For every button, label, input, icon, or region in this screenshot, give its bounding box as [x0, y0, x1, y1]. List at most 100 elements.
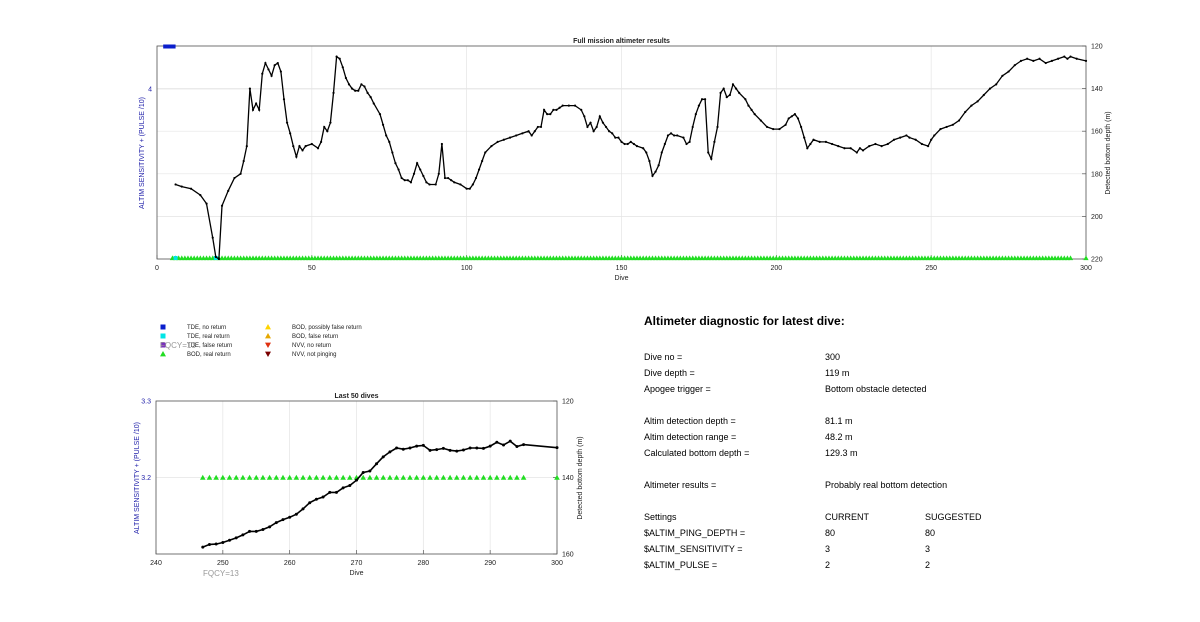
bottom-depth-point: [228, 538, 232, 542]
bottom-depth-point: [899, 136, 902, 139]
bottom-depth-point: [301, 507, 305, 511]
bottom-depth-point: [490, 145, 493, 148]
x-tick-label: 250: [925, 265, 937, 272]
bottom-depth-point: [632, 142, 635, 146]
bottom-depth-point: [533, 130, 536, 133]
bottom-depth-point: [995, 83, 998, 86]
bottom-depth-point: [586, 125, 589, 129]
x-axis-label: Dive: [349, 570, 363, 577]
bod-real-marker: [413, 474, 420, 480]
settings-suggested: 3: [925, 544, 931, 554]
bottom-depth-point: [261, 72, 264, 75]
bottom-depth-point: [400, 176, 403, 180]
bottom-depth-point: [335, 55, 338, 58]
settings-header: Settings CURRENT SUGGESTED: [644, 512, 1164, 524]
bottom-depth-point: [214, 542, 218, 546]
bottom-depth-point: [468, 187, 471, 190]
bottom-depth-point: [824, 140, 827, 143]
bottom-depth-point: [595, 125, 598, 129]
bod-real-marker: [460, 474, 467, 480]
bottom-depth-point: [214, 255, 217, 258]
bottom-depth-point: [465, 187, 468, 190]
bottom-depth-point: [233, 176, 236, 180]
bod-real-marker: [487, 474, 493, 480]
bod-real-marker: [333, 474, 340, 480]
y-right-tick-label: 160: [562, 552, 574, 559]
bottom-depth-point: [502, 443, 506, 447]
bottom-depth-point: [976, 100, 979, 103]
bottom-depth-point: [697, 104, 701, 107]
bottom-depth-point: [388, 450, 392, 454]
bottom-depth-point: [654, 170, 657, 173]
bottom-depth-point: [673, 134, 676, 137]
bottom-depth-point: [1084, 59, 1088, 63]
bod-real-marker: [467, 474, 473, 480]
bottom-depth-point: [874, 142, 877, 146]
diag-row-detection-range: Altim detection range = 48.2 m: [644, 432, 1164, 444]
bottom-depth-point: [663, 142, 666, 146]
bottom-depth-point: [608, 130, 611, 133]
bottom-depth-point: [970, 104, 973, 107]
bottom-depth-point: [982, 93, 985, 97]
bottom-depth-point: [288, 515, 292, 519]
x-tick-label: 260: [284, 560, 296, 567]
x-tick-label: 290: [484, 560, 496, 567]
legend-square-marker: [160, 324, 166, 330]
bottom-depth-point: [273, 64, 276, 67]
bottom-depth-point: [1026, 57, 1029, 60]
bottom-depth-point: [508, 439, 512, 443]
bottom-depth-point: [933, 134, 936, 137]
bottom-depth-point: [744, 98, 747, 101]
bottom-depth-point: [320, 140, 323, 143]
y-right-tick-label: 180: [1091, 171, 1103, 178]
bottom-depth-point: [830, 142, 834, 146]
bottom-depth-point: [598, 115, 601, 118]
bottom-depth-point: [837, 145, 840, 148]
bottom-depth-point: [719, 91, 722, 94]
bottom-depth-point: [268, 525, 272, 529]
bottom-depth-point: [592, 130, 595, 133]
bottom-depth-point: [488, 444, 492, 448]
legend-triangle-marker: [160, 351, 166, 357]
bottom-depth-point: [261, 528, 265, 532]
bottom-depth-point: [527, 130, 530, 133]
bottom-depth-point: [434, 183, 437, 186]
x-tick-label: 100: [461, 265, 473, 272]
y-right-tick-label: 140: [562, 475, 574, 482]
bottom-depth-point: [886, 142, 889, 146]
bottom-depth-point: [409, 181, 413, 184]
x-tick-label: 280: [417, 560, 429, 567]
bod-real-marker: [380, 474, 387, 480]
settings-row-sensitivity: $ALTIM_SENSITIVITY = 3 3: [644, 544, 1164, 556]
bod-real-marker: [280, 474, 286, 480]
bod-real-marker: [293, 474, 300, 480]
legend-label: BOD, real return: [187, 352, 231, 358]
fqcy-label: FQCY=13: [203, 569, 239, 578]
bod-real-marker: [340, 474, 346, 480]
bottom-depth-point: [295, 155, 298, 158]
bottom-depth-point: [341, 486, 345, 490]
bottom-depth-point: [310, 142, 313, 146]
bottom-depth-point: [793, 113, 797, 116]
bottom-depth-point: [180, 185, 183, 188]
bottom-depth-point: [481, 446, 485, 450]
bottom-depth-point: [546, 113, 549, 116]
legend-label: BOD, possibly false return: [292, 325, 362, 331]
bottom-depth-point: [728, 93, 731, 97]
bottom-depth-point: [251, 108, 255, 111]
bottom-depth-point: [765, 125, 769, 129]
y-left-tick-label: 4: [148, 87, 152, 94]
bottom-depth-point: [707, 151, 710, 154]
x-tick-label: 50: [308, 265, 316, 272]
bottom-depth-point: [416, 162, 419, 165]
bottom-depth-point: [435, 448, 439, 452]
bottom-depth-point: [515, 445, 519, 449]
bottom-depth-point: [713, 140, 716, 143]
bottom-depth-point: [676, 134, 679, 137]
settings-header-suggested: SUGGESTED: [925, 512, 982, 522]
bottom-depth-point: [796, 117, 800, 120]
diag-value: 81.1 m: [825, 416, 853, 426]
bottom-depth-point: [199, 194, 202, 197]
bottom-depth-point: [245, 145, 248, 148]
